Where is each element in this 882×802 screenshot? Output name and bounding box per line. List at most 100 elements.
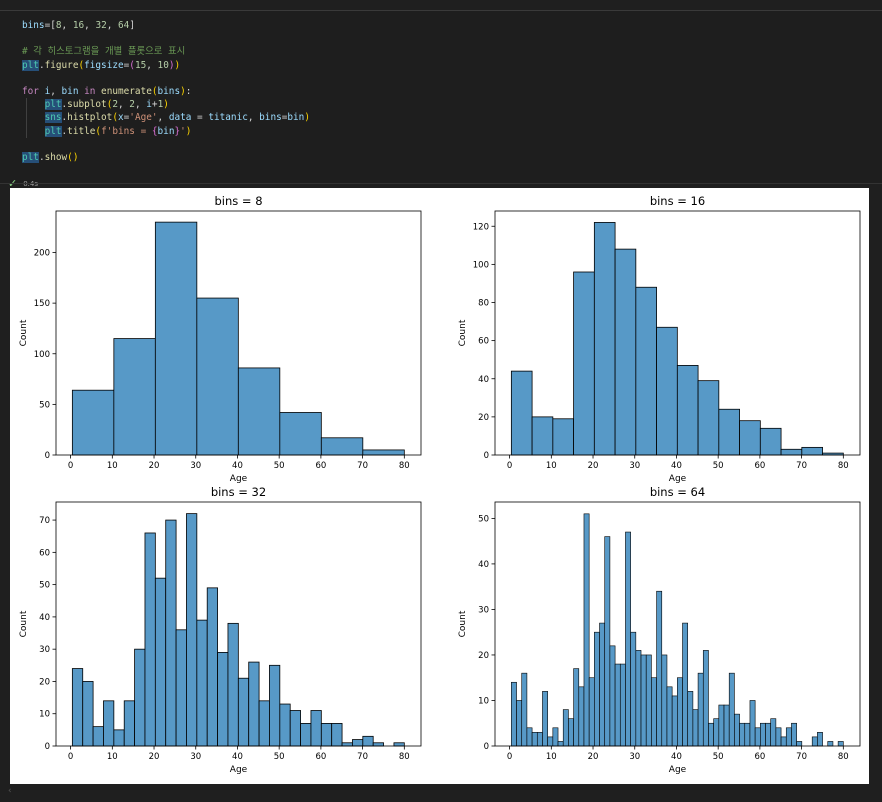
histogram-bar: [594, 631, 600, 747]
y-tick-label: 200: [34, 249, 50, 259]
histogram-bar: [144, 532, 156, 747]
code-cell[interactable]: bins=[8, 16, 32, 64] # 각 히스토그램을 개별 플롯으로 표…: [0, 11, 882, 190]
code-token: {: [151, 125, 158, 137]
histogram-bar: [785, 727, 792, 747]
code-token: 'Age': [129, 112, 158, 124]
axes-frame: [55, 501, 422, 747]
histogram-bar: [744, 722, 751, 747]
y-tick-label: 70: [39, 516, 50, 526]
code-token: 1: [157, 99, 164, 111]
x-tick-label: 50: [713, 752, 724, 762]
x-axis-label: Age: [669, 765, 687, 775]
code-token: .: [38, 59, 45, 71]
histogram-bar: [676, 365, 699, 456]
code-token: ): [174, 59, 181, 71]
x-tick-label: 20: [588, 461, 599, 471]
histogram-bar: [837, 741, 844, 747]
histogram-bar: [671, 695, 678, 747]
chart-title: bins = 64: [650, 485, 705, 499]
code-token: 10: [157, 59, 169, 71]
histogram-bar: [71, 389, 115, 456]
histogram-bar: [599, 622, 606, 747]
histogram-bar: [692, 709, 699, 747]
cell-output-divider: [0, 183, 882, 184]
histogram-bar: [614, 248, 637, 456]
histogram-bar: [723, 704, 730, 747]
code-token: =: [191, 112, 209, 124]
histogram-bar: [113, 729, 125, 747]
y-tick-label: 30: [478, 605, 489, 615]
horizontal-scrollbar[interactable]: ‹: [0, 784, 882, 802]
code-token: (: [151, 85, 158, 97]
histogram-bar: [796, 741, 803, 747]
x-tick-label: 80: [838, 461, 849, 471]
code-token: +: [151, 99, 158, 111]
y-axis-label: Count: [458, 319, 468, 346]
histogram-bar: [71, 668, 84, 747]
x-tick-label: 80: [399, 461, 410, 471]
top-divider: [0, 10, 882, 11]
code-token: plt: [44, 99, 62, 111]
histogram-bar: [352, 739, 364, 747]
histogram-bar: [780, 448, 803, 456]
x-tick-label: 50: [274, 461, 285, 471]
histogram-bar: [362, 449, 405, 456]
code-token: :: [185, 85, 192, 97]
code-token: (: [106, 99, 113, 111]
code-token: 32: [95, 20, 107, 31]
y-axis-label: Count: [19, 610, 29, 637]
code-token: data: [168, 112, 192, 124]
x-tick-label: 10: [546, 752, 557, 762]
cell-output: 0 10 20 30 40 50 60 70 80 0 50 100 150 200 bins = 8 Age…: [10, 188, 869, 784]
code-editor[interactable]: bins=[8, 16, 32, 64] # 각 히스토그램을 개별 플롯으로 표…: [22, 19, 310, 164]
histogram-bar: [331, 723, 343, 747]
code-token: ,: [247, 112, 260, 124]
histogram-bar: [687, 691, 694, 747]
y-tick-label: 20: [39, 677, 50, 687]
histogram-bar: [635, 286, 657, 456]
histogram-bar: [258, 700, 270, 747]
code-token: f'bins =: [101, 125, 152, 137]
histogram-bar: [557, 741, 564, 747]
histogram-bar: [568, 718, 574, 747]
histogram-bar: [827, 741, 834, 747]
subplot-3: 0 10 20 30 40 50 60 70 80 0 10 20 30 40 50 60 70 bins = 3…: [19, 485, 422, 775]
code-token: histplot: [67, 112, 113, 124]
histogram-bar: [573, 668, 580, 747]
y-tick-label: 60: [478, 337, 489, 347]
histogram-bar: [362, 735, 374, 747]
x-tick-label: 10: [546, 461, 557, 471]
histogram-bar: [708, 722, 714, 747]
code-token: x: [117, 112, 124, 124]
code-token: .: [61, 125, 68, 137]
x-tick-label: 30: [629, 461, 640, 471]
code-token: [: [50, 20, 56, 31]
code-token: (: [112, 112, 118, 124]
code-token: plt: [22, 151, 39, 163]
x-tick-label: 30: [190, 752, 201, 762]
histogram-bar: [542, 691, 548, 747]
code-token: enumerate: [101, 85, 152, 97]
code-line: bins=[8, 16, 32, 64]: [22, 19, 310, 32]
histogram-bar: [113, 338, 156, 456]
histogram-bar: [656, 326, 678, 456]
histogram-bar: [682, 622, 689, 747]
histogram-bar: [718, 704, 725, 747]
code-token: ,: [146, 59, 158, 71]
y-tick-label: 0: [45, 742, 50, 752]
subplot-1: 0 10 20 30 40 50 60 70 80 0 50 100 150 200 bins = 8 Age…: [19, 194, 422, 484]
y-tick-label: 100: [34, 350, 50, 360]
x-tick-label: 60: [315, 461, 326, 471]
code-token: bins: [259, 112, 282, 124]
histogram-bar: [734, 713, 740, 747]
code-token: titanic: [208, 112, 248, 124]
chevron-left-icon[interactable]: ‹: [8, 786, 12, 796]
histogram-bar: [279, 703, 291, 747]
code-token: (: [78, 59, 85, 71]
axes-frame: [494, 210, 861, 456]
code-token: ,: [61, 20, 73, 31]
y-tick-label: 0: [484, 742, 489, 752]
histogram-bar: [609, 645, 616, 747]
code-token: in: [78, 85, 102, 97]
code-token: # 각 히스토그램을 개별 플롯으로 표시: [22, 46, 186, 58]
